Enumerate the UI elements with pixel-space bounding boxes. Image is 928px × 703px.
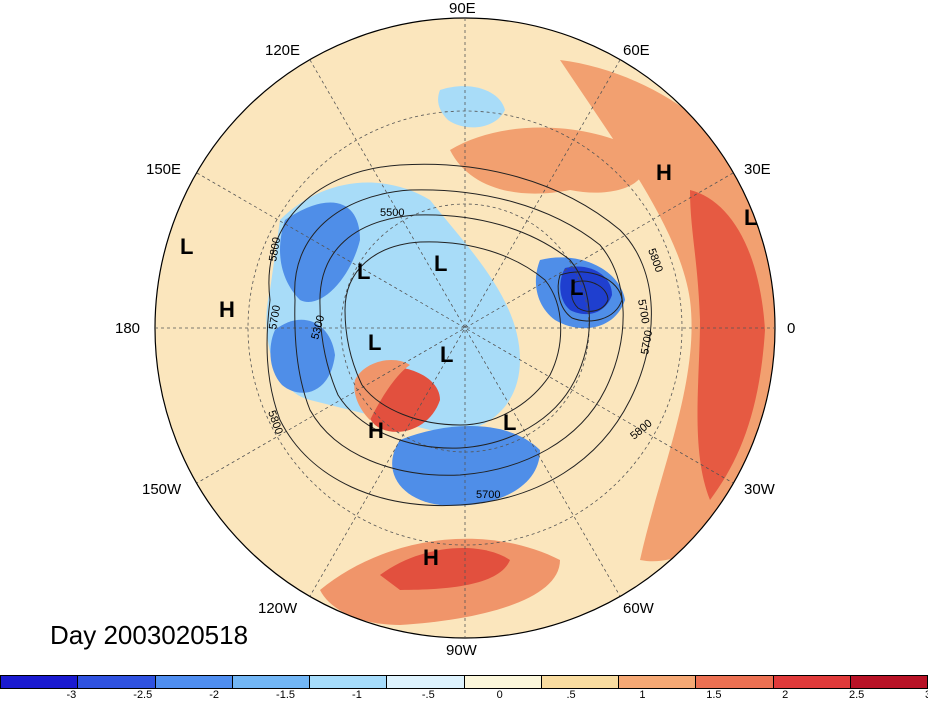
colorbar-tick-label: -1 bbox=[352, 689, 362, 701]
center-h-north-africa: H bbox=[656, 160, 672, 185]
colorbar-segment bbox=[310, 676, 388, 688]
colorbar-tick-label: -.5 bbox=[421, 689, 435, 701]
contour-label: 5700 bbox=[639, 329, 655, 355]
colorbar-segment bbox=[850, 676, 927, 688]
geopotential-contours bbox=[266, 163, 652, 507]
colorbar-tick-label: 1 bbox=[639, 689, 646, 701]
center-l-arctic: L bbox=[434, 251, 447, 276]
colorbar-segment bbox=[773, 676, 851, 688]
center-h-alaska: H bbox=[368, 418, 384, 443]
center-l-iceland: L bbox=[570, 275, 583, 300]
center-l-canada: L bbox=[440, 342, 453, 367]
hot-region-africa bbox=[690, 190, 765, 500]
lon-label-30e: 30E bbox=[744, 161, 771, 178]
colorbar-tick-label: -3 bbox=[66, 689, 77, 701]
lon-label-60w: 60W bbox=[623, 600, 654, 617]
colorbar bbox=[0, 675, 928, 689]
contour-label: 5700 bbox=[267, 304, 283, 330]
cold-region-arctic bbox=[409, 247, 480, 321]
colorbar-segment bbox=[1, 676, 79, 688]
contour-label: 5500 bbox=[380, 207, 404, 219]
lon-label-150e: 150E bbox=[146, 161, 182, 178]
lon-label-120e: 120E bbox=[265, 42, 301, 59]
center-l-pacific-west: L bbox=[180, 234, 193, 259]
center-l-siberia: L bbox=[357, 259, 370, 284]
cold-region-bering bbox=[270, 319, 335, 393]
cold-region-siberia bbox=[438, 86, 505, 128]
colorbar-tick-label: 0 bbox=[496, 689, 503, 701]
colorbar-segment bbox=[619, 676, 697, 688]
lon-label-90w: 90W bbox=[446, 642, 477, 659]
colorbar-segment bbox=[464, 676, 542, 688]
lon-label-0: 0 bbox=[787, 320, 796, 337]
colorbar-segment bbox=[78, 676, 156, 688]
contour-label: 5700 bbox=[635, 298, 651, 324]
colorbar-tick-label: .5 bbox=[566, 689, 576, 701]
cold-region-pacific-west bbox=[280, 202, 360, 302]
lon-label-60e: 60E bbox=[623, 42, 650, 59]
colorbar-tick-label: 2.5 bbox=[848, 689, 865, 701]
colorbar-tick-label: 3 bbox=[925, 689, 928, 701]
colorbar-tick-label: -2.5 bbox=[133, 689, 153, 701]
colorbar-tick-label: -1.5 bbox=[276, 689, 296, 701]
center-h-mexico: H bbox=[423, 545, 439, 570]
colorbar-tick-label: -2 bbox=[209, 689, 220, 701]
lon-label-150w: 150W bbox=[142, 481, 182, 498]
lon-label-180: 180 bbox=[115, 320, 141, 337]
contour-label: 5700 bbox=[476, 489, 500, 501]
colorbar-tick-label: 2 bbox=[782, 689, 789, 701]
colorbar-ticks: -3 -2.5 -2 -1.5 -1 -.5 0 .5 1 1.5 2 2.5 3 bbox=[0, 689, 928, 703]
colorbar-segment bbox=[387, 676, 465, 688]
colorbar-segment bbox=[541, 676, 619, 688]
contour-label: 5800 bbox=[267, 236, 283, 262]
center-l-bering: L bbox=[368, 330, 381, 355]
day-label: Day 2003020518 bbox=[50, 620, 249, 650]
colorbar-tick-label: 1.5 bbox=[706, 689, 722, 701]
center-h-pacific: H bbox=[219, 297, 235, 322]
lon-label-120w: 120W bbox=[258, 600, 298, 617]
colorbar-segment bbox=[155, 676, 233, 688]
colorbar-segment bbox=[232, 676, 310, 688]
center-l-africa-east: L bbox=[744, 205, 757, 230]
pressure-centers: H L L H L L L L L H L H bbox=[180, 160, 757, 570]
hot-region-mexico bbox=[380, 548, 510, 590]
lon-label-90e: 90E bbox=[449, 0, 476, 17]
warm-region-siberia bbox=[450, 127, 646, 194]
colorbar-segment bbox=[696, 676, 774, 688]
lon-label-30w: 30W bbox=[744, 481, 775, 498]
center-l-hudson: L bbox=[503, 410, 516, 435]
